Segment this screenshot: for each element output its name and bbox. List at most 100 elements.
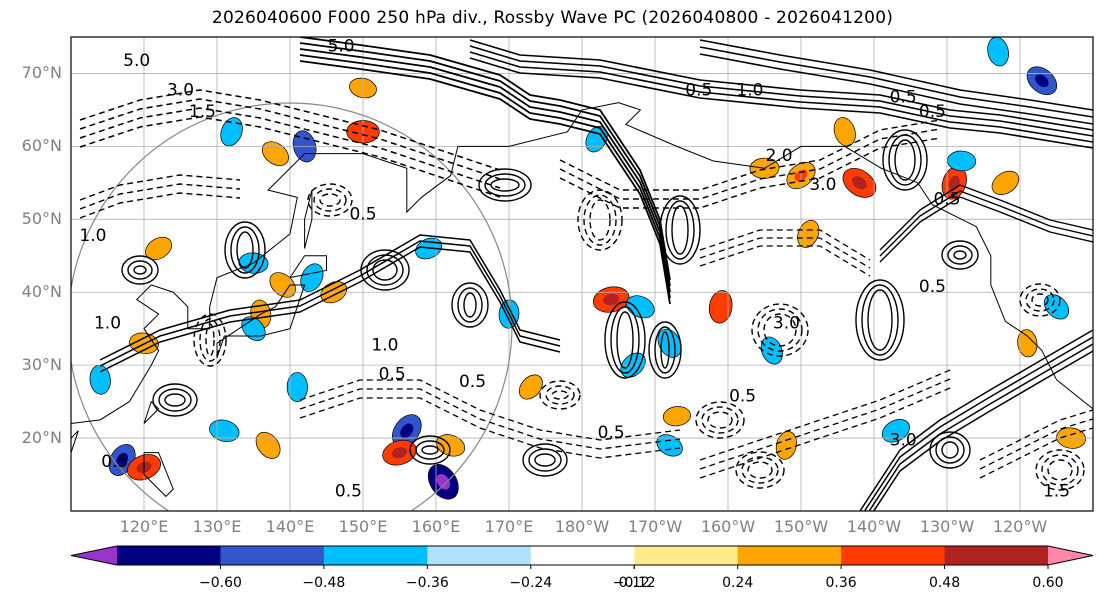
contour-line <box>469 45 1093 137</box>
contour-label: 1.5 <box>1043 481 1070 501</box>
contour-line <box>699 378 951 470</box>
divergence-patch <box>947 150 977 172</box>
contour-label: 0.5 <box>335 481 362 501</box>
contour-line <box>469 57 1093 149</box>
map-frame <box>70 36 1094 512</box>
contour-cell <box>855 279 905 361</box>
colorbar-tick-label: 0.24 <box>722 575 754 591</box>
contour-label: 0.5 <box>729 387 756 407</box>
contour-cell <box>478 168 532 202</box>
contour-line <box>872 350 1093 511</box>
contour-cell <box>941 240 979 270</box>
contour-label: 0.5 <box>919 102 946 122</box>
contour-cell <box>415 440 445 460</box>
contour-line <box>99 240 561 367</box>
contour-label: 0.5 <box>379 365 406 385</box>
contour-line <box>79 174 241 201</box>
contour-line <box>299 48 671 293</box>
divergence-patch <box>1043 294 1070 320</box>
contour-cell <box>121 255 159 285</box>
contour-cell <box>230 226 260 274</box>
contour-line <box>699 245 871 277</box>
contour-cell <box>534 453 556 467</box>
contour-cell <box>366 254 404 286</box>
coastline <box>143 400 160 424</box>
colorbar-extend-max <box>1048 546 1093 565</box>
colorbar-tick-label: 0.48 <box>928 575 961 591</box>
divergence-patch <box>255 431 281 459</box>
contour-cell <box>583 194 617 246</box>
contour-cell <box>660 331 670 369</box>
contour-cell <box>707 411 733 429</box>
colorbar-tick-label: 0.36 <box>825 575 857 591</box>
colorbar-segment <box>944 546 1049 565</box>
contour-label: 3.0 <box>773 314 800 334</box>
contour-cell <box>1047 459 1073 481</box>
divergence-core <box>715 299 726 315</box>
contour-labels: 5.03.01.55.00.50.50.5 1.00.52.03.00.51.01… <box>79 37 1070 501</box>
contour-line <box>299 379 681 441</box>
divergence-patch <box>145 236 173 261</box>
contour-label: 1.0 <box>371 336 398 356</box>
colorbar-outline <box>70 545 1094 566</box>
contour-cell <box>484 173 526 197</box>
longitude-tick-label: 120°W <box>992 517 1048 536</box>
contour-line <box>299 54 671 299</box>
contour-line <box>79 107 501 189</box>
contour-cell <box>1019 283 1061 317</box>
contour-cell <box>522 443 568 477</box>
contour-line <box>879 196 1093 263</box>
colorbar-tick-label: 0.60 <box>1032 575 1064 591</box>
colorbar-segment <box>737 546 842 565</box>
contour-cell <box>152 383 198 417</box>
contour-cell <box>451 282 489 328</box>
divergence-core <box>400 423 414 439</box>
contour-cell <box>763 313 797 347</box>
longitude-tick-label: 170°E <box>484 517 534 536</box>
contour-cell <box>654 326 676 374</box>
divergence-core <box>436 473 451 490</box>
contour-line <box>879 190 1093 257</box>
contour-cell <box>947 245 973 265</box>
contour-cell <box>929 431 971 469</box>
contour-line <box>699 237 871 269</box>
colorbar-tick-label: −0.36 <box>405 575 449 591</box>
colorbar-segment <box>634 546 739 565</box>
latitude-tick-label: 70°N <box>21 63 62 83</box>
contour-line <box>299 60 671 305</box>
contour-cell <box>313 188 347 212</box>
contour-line <box>559 128 941 200</box>
colorbar-tick-label: −0.12 <box>612 575 656 591</box>
colorbar <box>70 545 1094 569</box>
contour-cell <box>164 393 186 407</box>
contour-cell <box>360 249 410 291</box>
contour-cell <box>616 311 634 369</box>
contour-cell <box>551 390 569 400</box>
contour-cell <box>953 250 967 260</box>
contour-line <box>79 98 501 180</box>
latitude-tick-label: 50°N <box>21 209 62 229</box>
contour-label: 3.0 <box>167 80 194 100</box>
contour-label: 0.5 <box>598 423 625 443</box>
coastlines <box>71 102 1093 498</box>
rossby-wave-contours <box>79 37 1093 511</box>
colorbar-segment <box>117 546 221 565</box>
contour-line <box>699 39 1093 111</box>
divergence-patch <box>261 141 289 167</box>
longitude-tick-label: 170°W <box>627 517 683 536</box>
contour-line <box>699 53 1093 125</box>
colorbar-segment <box>220 546 325 565</box>
contour-cell <box>307 183 353 217</box>
contour-label: 5.0 <box>328 37 355 57</box>
contour-label: 3.0 <box>809 175 836 195</box>
contour-cell <box>199 318 221 362</box>
coastline <box>289 255 327 279</box>
contour-label: 1.0 <box>94 314 121 334</box>
contour-line <box>979 418 1093 470</box>
divergence-patch <box>220 117 243 147</box>
divergence-patch <box>518 374 543 400</box>
contour-cell <box>604 301 646 379</box>
divergence-core <box>116 452 129 467</box>
divergence-patch <box>300 263 324 292</box>
